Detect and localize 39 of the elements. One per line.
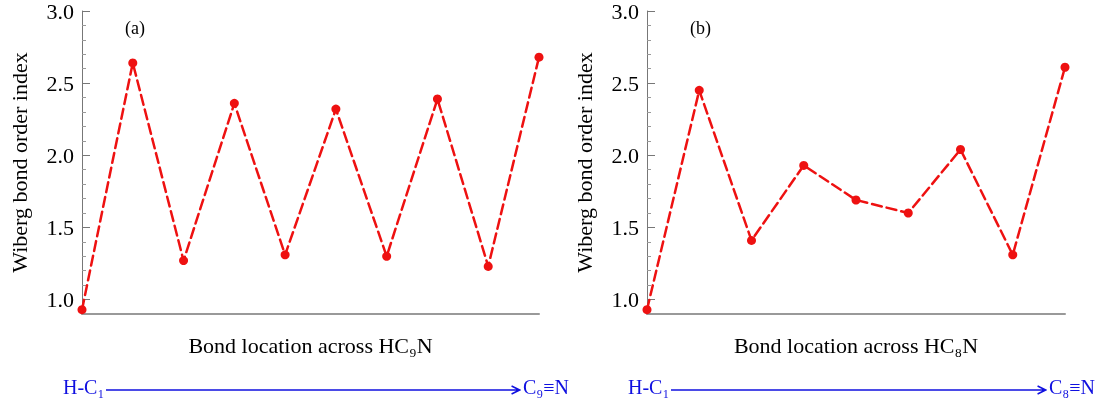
point	[747, 235, 756, 245]
point	[77, 305, 87, 315]
annotation: (a)	[125, 18, 145, 39]
y-tick-label: 3.0	[611, 0, 639, 24]
y-tick-label: 1.0	[611, 287, 639, 313]
y-tick-label: 2.5	[46, 70, 74, 96]
y-tick-label: 1.5	[611, 214, 639, 240]
point	[280, 250, 290, 260]
y-axis-title: Wiberg bond order index	[571, 52, 597, 273]
point	[534, 52, 544, 62]
point	[642, 305, 652, 315]
annotation: (b)	[690, 18, 711, 39]
point	[799, 160, 809, 170]
text: C₈≡N	[1049, 376, 1096, 399]
x-axis-title: Bond location across HC₈N	[733, 332, 979, 358]
point	[1008, 250, 1018, 260]
point	[851, 195, 861, 205]
text: H-C₁	[628, 376, 670, 399]
y-axis-title: Wiberg bond order index	[6, 52, 32, 273]
y-tick-label: 3.0	[46, 0, 74, 24]
point	[331, 104, 341, 114]
point	[956, 145, 965, 155]
point	[179, 256, 189, 266]
point	[483, 261, 493, 271]
point	[1060, 62, 1070, 72]
point	[229, 98, 239, 108]
point	[128, 58, 138, 68]
point	[382, 251, 392, 261]
x-axis-title: Bond location across HC₉N	[188, 332, 433, 358]
y-tick-label: 2.0	[611, 142, 639, 168]
y-tick-label: 1.0	[46, 287, 74, 313]
y-tick-label: 1.5	[46, 214, 74, 240]
text: H-C₁	[63, 376, 105, 399]
point	[903, 208, 913, 218]
y-tick-label: 2.5	[611, 70, 639, 96]
point	[694, 85, 704, 95]
y-tick-label: 2.0	[46, 142, 74, 168]
point	[432, 94, 442, 104]
text: C₉≡N	[523, 376, 570, 399]
